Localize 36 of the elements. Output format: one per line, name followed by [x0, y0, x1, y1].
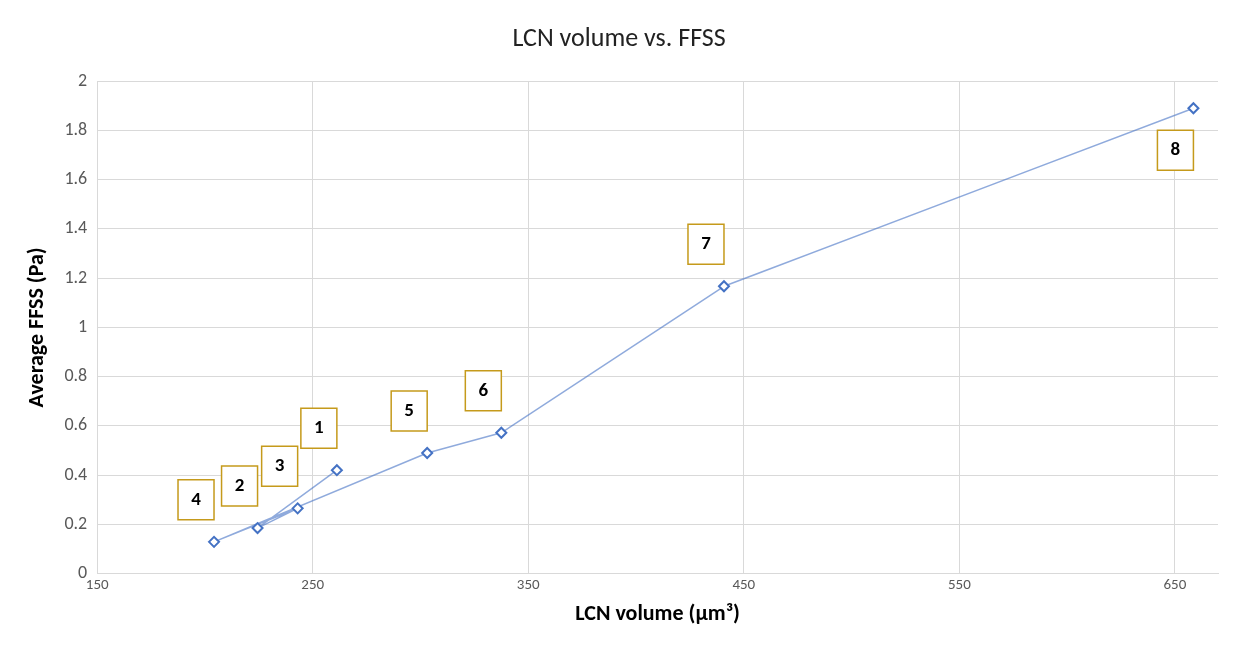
annotation: 3 [274, 453, 285, 477]
point [1187, 102, 1200, 115]
annotation: 7 [701, 231, 712, 255]
point [251, 522, 264, 535]
y-tick-label: 0.6 [64, 413, 88, 436]
y-tick-label: 1.6 [64, 167, 88, 190]
point [421, 446, 434, 459]
point [330, 464, 343, 477]
y-tick-label: 1 [78, 314, 88, 337]
y-tick-label: 1.8 [64, 117, 88, 140]
x-tick-label: 250 [301, 575, 325, 594]
y-tick-label: 0.2 [64, 511, 88, 534]
point [208, 535, 221, 548]
y-tick-label: 0.4 [64, 462, 88, 485]
x-axis-title: LCN volume (µm³) [575, 599, 740, 627]
point [291, 502, 304, 515]
x-tick-label: 650 [1163, 575, 1187, 594]
annotation: 4 [191, 486, 202, 510]
chart-title: LCN volume vs. FFSS [512, 21, 726, 54]
point [717, 280, 730, 293]
annotation: 8 [1170, 137, 1181, 161]
y-tick-label: 2 [78, 68, 88, 91]
annotation: 5 [404, 397, 414, 421]
y-tick-label: 0 [78, 561, 88, 584]
x-tick-label: 450 [732, 575, 756, 594]
y-tick-label: 1.4 [64, 216, 88, 239]
y-tick-label: 1.2 [64, 265, 88, 288]
annotation: 1 [314, 414, 324, 438]
x-tick-label: 350 [516, 575, 541, 594]
x-tick-label: 550 [947, 575, 972, 594]
point [495, 426, 508, 439]
annotation: 6 [478, 377, 489, 401]
y-axis-title: Average FFSS (Pa) [21, 247, 49, 408]
annotation: 2 [234, 472, 245, 496]
y-tick-label: 0.8 [64, 364, 88, 387]
x-tick-label: 150 [85, 575, 109, 594]
